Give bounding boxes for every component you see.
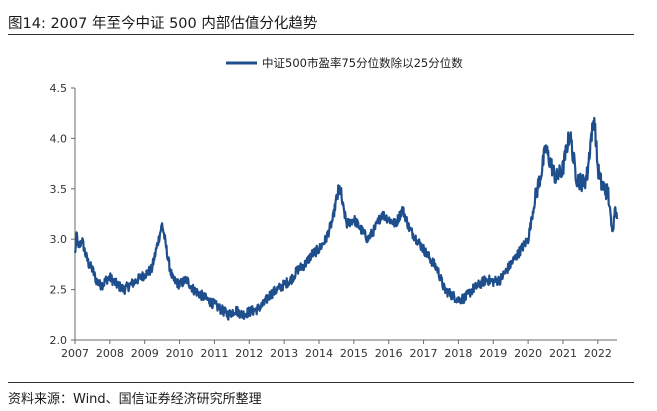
y-tick-label: 2.0 xyxy=(50,334,68,347)
x-tick-label: 2015 xyxy=(340,347,368,360)
x-tick-label: 2017 xyxy=(410,347,438,360)
x-tick-label: 2021 xyxy=(549,347,577,360)
y-tick-label: 2.5 xyxy=(50,284,68,297)
y-tick-label: 4.0 xyxy=(50,132,68,145)
x-axis: 2007 2008 2009 2010 2011 2012 2013 2014 2015 2016… xyxy=(61,339,617,360)
legend-label: 中证500市盈率75分位数除以25分位数 xyxy=(262,56,463,70)
x-tick-label: 2012 xyxy=(235,347,263,360)
title-divider xyxy=(8,34,634,35)
y-tick-label: 4.5 xyxy=(50,82,68,95)
x-tick-label: 2018 xyxy=(444,347,472,360)
y-axis: 2.0 2.5 3.0 3.5 4.0 4.5 xyxy=(50,82,76,347)
x-tick-label: 2013 xyxy=(270,347,298,360)
figure-title: 图14: 2007 年至今中证 500 内部估值分化趋势 xyxy=(8,16,318,32)
series-line xyxy=(73,116,619,321)
source-note: 资料来源：Wind、国信证券经济研究所整理 xyxy=(8,392,262,407)
x-tick-label: 2019 xyxy=(479,347,507,360)
x-tick-label: 2010 xyxy=(166,347,194,360)
x-tick-label: 2008 xyxy=(96,347,124,360)
x-tick-label: 2011 xyxy=(200,347,228,360)
x-tick-label: 2009 xyxy=(131,347,159,360)
y-tick-label: 3.5 xyxy=(50,183,68,196)
y-tick-label: 3.0 xyxy=(50,233,68,246)
x-tick-label: 2022 xyxy=(584,347,612,360)
plot-area xyxy=(73,116,619,321)
x-tick-label: 2014 xyxy=(305,347,333,360)
x-tick-label: 2007 xyxy=(61,347,89,360)
legend: 中证500市盈率75分位数除以25分位数 xyxy=(226,56,463,70)
x-tick-label: 2020 xyxy=(514,347,542,360)
x-tick-label: 2016 xyxy=(375,347,403,360)
footer-divider xyxy=(8,382,634,383)
